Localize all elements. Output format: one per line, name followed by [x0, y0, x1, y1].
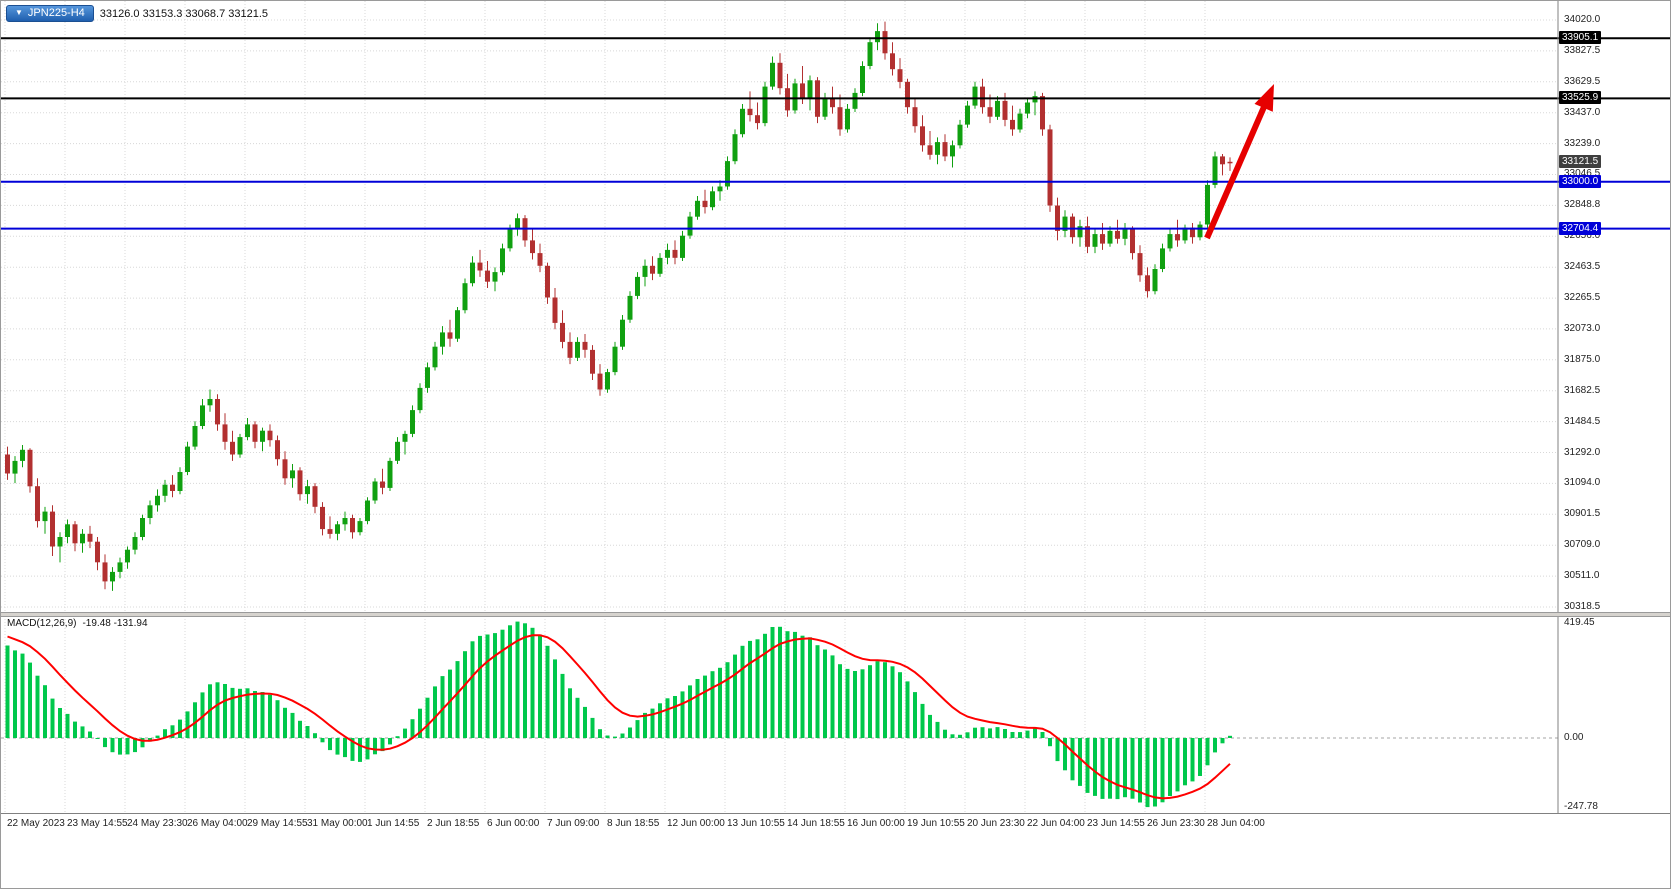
- time-axis-label: 20 Jun 23:30: [967, 818, 1025, 829]
- chevron-down-icon: ▼: [15, 8, 23, 17]
- price-level-tag: 32704.4: [1559, 221, 1602, 235]
- price-axis-label: 30318.5: [1564, 601, 1601, 612]
- macd-axis-label: 419.45: [1564, 617, 1595, 628]
- time-axis-label: 26 Jun 23:30: [1147, 818, 1205, 829]
- price-axis-label: 33827.5: [1564, 44, 1601, 56]
- price-axis-label: 30511.0: [1564, 570, 1600, 582]
- price-level-tag: 33525.9: [1559, 91, 1602, 105]
- price-axis-label: 32073.0: [1564, 322, 1601, 334]
- price-axis-label: 31484.5: [1564, 415, 1601, 427]
- price-axis-label: 32656.0: [1564, 230, 1601, 242]
- time-axis-label: 6 Jun 00:00: [487, 818, 540, 829]
- time-axis[interactable]: 22 May 2023 23 May 14:55 24 May 23:30 26 Ma…: [1, 813, 1670, 840]
- time-axis-label: 8 Jun 18:55: [607, 818, 660, 829]
- time-axis-label: 14 Jun 18:55: [787, 818, 845, 829]
- price-axis-label: 33629.5: [1564, 75, 1601, 87]
- grid: [1, 1, 1558, 813]
- time-axis-label: 31 May 00:00: [307, 818, 368, 829]
- macd-axis-label: 0.00: [1564, 732, 1584, 743]
- macd-axis-label: -247.78: [1564, 801, 1598, 812]
- pane-divider[interactable]: [1, 612, 1670, 617]
- price-axis-label: 32848.8: [1564, 199, 1601, 211]
- price-axis-label: 31682.5: [1564, 384, 1601, 396]
- price-axis-label: 31875.0: [1564, 353, 1601, 365]
- indicator-values: -19.48 -131.94: [82, 618, 148, 629]
- price-axis-label: 30901.5: [1564, 508, 1601, 520]
- price-axis-label: 31094.0: [1564, 477, 1601, 489]
- macd-signal-line: [7, 634, 1231, 800]
- time-axis-label: 13 Jun 10:55: [727, 818, 785, 829]
- trend-arrow-annotation[interactable]: [1204, 84, 1274, 240]
- price-axis[interactable]: 34020.0 33827.5 33629.5 33437.0 33239.0 33046…: [1558, 1, 1670, 813]
- time-axis-label: 1 Jun 14:55: [367, 818, 420, 829]
- time-axis-label: 19 Jun 10:55: [907, 818, 965, 829]
- price-level-tag: 33000.0: [1559, 174, 1602, 188]
- candlestick-chart[interactable]: [1, 1, 1671, 839]
- price-axis-label: 30709.0: [1564, 539, 1601, 551]
- symbol-timeframe-label: JPN225-H4: [27, 7, 85, 19]
- indicator-label: MACD(12,26,9) -19.48 -131.94: [7, 618, 154, 629]
- current-price-tag: 33121.5: [1559, 155, 1602, 169]
- macd-histogram: [5, 621, 1232, 808]
- price-axis-label: 32265.5: [1564, 292, 1601, 304]
- ohlc-readout: 33126.0 33153.3 33068.7 33121.5: [99, 7, 268, 20]
- horizontal-level-lines[interactable]: [1, 37, 1671, 230]
- symbol-dropdown-button[interactable]: ▼ JPN225-H4: [6, 5, 94, 22]
- chart-header: ▼ JPN225-H4 33126.0 33153.3 33068.7 3312…: [6, 5, 268, 22]
- price-axis-label: 33437.0: [1564, 106, 1601, 118]
- time-axis-label: 12 Jun 00:00: [667, 818, 725, 829]
- price-axis-label: 31292.0: [1564, 446, 1601, 458]
- price-axis-label: 34020.0: [1564, 14, 1601, 25]
- price-axis-label: 33046.5: [1564, 168, 1601, 180]
- time-axis-label: 23 May 14:55: [67, 818, 128, 829]
- price-axis-label: 33239.0: [1564, 137, 1601, 149]
- time-axis-label: 7 Jun 09:00: [547, 818, 600, 829]
- time-axis-label: 23 Jun 14:55: [1087, 818, 1145, 829]
- time-axis-label: 28 Jun 04:00: [1207, 818, 1265, 829]
- candles: [5, 21, 1233, 591]
- time-axis-label: 2 Jun 18:55: [427, 818, 480, 829]
- time-axis-label: 22 May 2023: [7, 818, 65, 829]
- time-axis-label: 22 Jun 04:00: [1027, 818, 1085, 829]
- price-axis-label: 32463.5: [1564, 261, 1601, 273]
- price-level-tag: 33905.1: [1559, 31, 1602, 45]
- time-axis-label: 24 May 23:30: [127, 818, 188, 829]
- time-axis-label: 16 Jun 00:00: [847, 818, 905, 829]
- time-axis-label: 29 May 14:55: [247, 818, 308, 829]
- time-axis-label: 26 May 04:00: [187, 818, 248, 829]
- indicator-name: MACD(12,26,9): [7, 618, 77, 629]
